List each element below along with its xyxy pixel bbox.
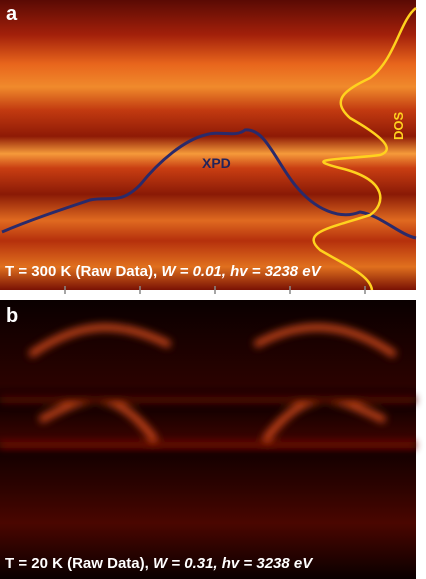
curve-label: DOS: [391, 112, 406, 141]
caption-text: T = 20 K (Raw Data),: [5, 555, 153, 572]
curve-label: XPD: [202, 155, 231, 171]
panel-a: a XPD DOS T = 300 K (Raw Data), W = 0.01…: [0, 0, 416, 294]
heatmap: [0, 300, 416, 579]
caption-text: W = 0.31, hv = 3238 eV: [153, 555, 314, 572]
panel-label: a: [6, 3, 18, 25]
caption-text: W = 0.01, hv = 3238 eV: [161, 263, 322, 280]
panel-b: b T = 20 K (Raw Data), W = 0.31, hv = 32…: [0, 300, 416, 579]
caption: T = 300 K (Raw Data), W = 0.01, hv = 323…: [5, 263, 323, 280]
panel-label: b: [6, 305, 18, 327]
figure: a XPD DOS T = 300 K (Raw Data), W = 0.01…: [0, 0, 426, 579]
page: a XPD DOS T = 300 K (Raw Data), W = 0.01…: [0, 0, 426, 579]
caption: T = 20 K (Raw Data), W = 0.31, hv = 3238…: [5, 555, 314, 572]
heatmap: [0, 0, 416, 290]
caption-text: T = 300 K (Raw Data),: [5, 263, 161, 280]
